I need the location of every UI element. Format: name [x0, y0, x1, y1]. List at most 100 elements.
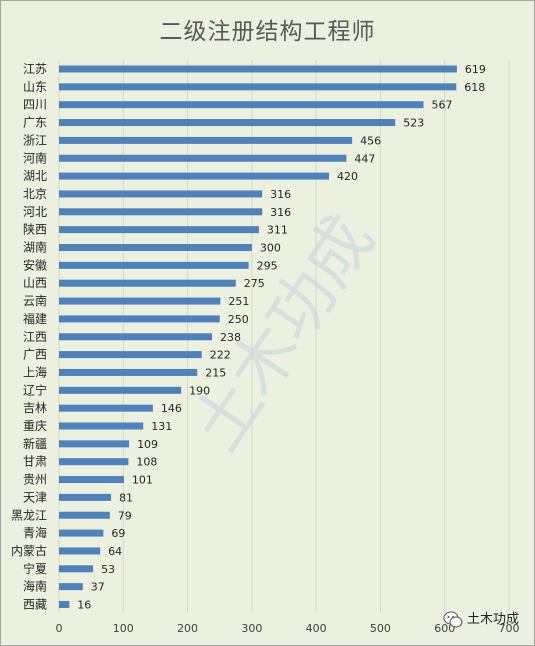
- bar: [59, 386, 182, 394]
- value-label: 275: [244, 277, 265, 290]
- category-label: 江西: [23, 330, 47, 344]
- x-tick-label: 200: [177, 622, 198, 635]
- bar: [59, 583, 83, 591]
- category-label: 天津: [23, 490, 47, 504]
- x-tick-label: 300: [241, 622, 262, 635]
- category-label: 河南: [23, 150, 47, 165]
- category-label: 湖北: [23, 168, 47, 183]
- category-label: 宁夏: [23, 561, 47, 576]
- category-label: 青海: [23, 525, 47, 540]
- value-label: 618: [464, 81, 485, 94]
- x-tick-label: 500: [370, 622, 391, 635]
- value-label: 69: [111, 527, 125, 540]
- value-label: 79: [118, 509, 132, 522]
- value-label: 316: [270, 206, 291, 219]
- bar: [59, 547, 101, 555]
- value-label: 64: [108, 545, 122, 558]
- category-label: 吉林: [23, 401, 47, 415]
- value-label: 16: [77, 599, 91, 612]
- category-label: 山东: [23, 80, 47, 94]
- value-label: 420: [337, 170, 358, 183]
- bar: [59, 601, 70, 608]
- category-label: 重庆: [23, 419, 47, 433]
- bar: [59, 83, 457, 91]
- category-label: 海南: [23, 579, 47, 594]
- footer-logo: 土木功成: [443, 611, 519, 628]
- bar: [59, 333, 212, 341]
- bar: [59, 172, 329, 180]
- bar: [59, 529, 104, 537]
- bar: [59, 190, 263, 198]
- bar: [59, 351, 202, 359]
- value-label: 146: [161, 402, 182, 415]
- bar: [59, 244, 252, 251]
- category-label: 广东: [23, 116, 47, 130]
- category-label: 新疆: [23, 436, 47, 451]
- bar: [59, 458, 129, 466]
- value-label: 295: [257, 259, 278, 272]
- bar: [59, 261, 249, 269]
- x-tick-label: 700: [499, 622, 520, 635]
- category-label: 辽宁: [23, 382, 47, 397]
- bar: [59, 101, 424, 109]
- category-labels: 江苏山东四川广东浙江河南湖北北京河北陕西湖南安徽山西云南福建江西广西上海辽宁吉林…: [11, 62, 47, 612]
- chart-title: 二级注册结构工程师: [159, 19, 376, 45]
- bars: [59, 65, 457, 608]
- value-label: 567: [432, 99, 453, 112]
- value-label: 37: [91, 581, 105, 594]
- value-label: 456: [360, 134, 381, 147]
- bar: [59, 476, 124, 484]
- value-label: 109: [137, 438, 158, 451]
- watermark: 土木功成: [177, 202, 388, 464]
- category-label: 甘肃: [23, 455, 47, 469]
- value-label: 523: [403, 117, 424, 130]
- category-label: 贵州: [23, 473, 47, 487]
- value-label: 447: [354, 152, 375, 165]
- category-label: 上海: [23, 364, 47, 379]
- category-label: 黑龙江: [11, 508, 47, 522]
- bar: [59, 154, 347, 162]
- value-label: 101: [132, 474, 153, 487]
- bar: [59, 511, 110, 519]
- bar: [59, 65, 457, 73]
- value-label: 251: [228, 295, 249, 308]
- category-label: 四川: [23, 98, 47, 112]
- value-label: 316: [270, 188, 291, 201]
- category-label: 内蒙古: [11, 543, 47, 558]
- bar: [59, 404, 153, 412]
- category-label: 江苏: [23, 62, 47, 76]
- value-label: 250: [228, 313, 249, 326]
- x-tick-label: 100: [113, 622, 134, 635]
- category-label: 安徽: [23, 257, 47, 272]
- footer-text: 土木功成: [467, 612, 519, 627]
- bar: [59, 208, 263, 216]
- value-label: 300: [260, 242, 281, 255]
- value-label: 619: [465, 63, 486, 76]
- value-label: 81: [119, 491, 133, 504]
- category-label: 浙江: [23, 133, 47, 147]
- bar: [59, 226, 259, 234]
- category-label: 河北: [23, 205, 47, 219]
- bar: [59, 136, 353, 144]
- category-label: 陕西: [23, 222, 47, 237]
- bar: [59, 279, 236, 287]
- category-label: 广西: [23, 348, 47, 362]
- bar: [59, 297, 221, 305]
- value-label: 238: [220, 331, 241, 344]
- value-label: 131: [151, 420, 172, 433]
- category-label: 山西: [23, 276, 47, 290]
- value-label: 53: [101, 563, 115, 576]
- x-tick-label: 600: [434, 622, 455, 635]
- x-tick-label: 400: [306, 622, 327, 635]
- wechat-icon: [443, 611, 463, 628]
- value-label: 311: [267, 224, 288, 237]
- category-label: 福建: [23, 311, 47, 326]
- bar: [59, 315, 220, 323]
- value-label: 108: [136, 456, 157, 469]
- bar: [59, 493, 112, 501]
- bar: [59, 368, 198, 376]
- value-label: 222: [210, 349, 231, 362]
- value-label: 215: [205, 366, 226, 379]
- category-label: 湖南: [23, 240, 47, 255]
- value-labels: 619 618 567 523 456 447 420 316 316 311 300 295 275 2…: [77, 63, 486, 612]
